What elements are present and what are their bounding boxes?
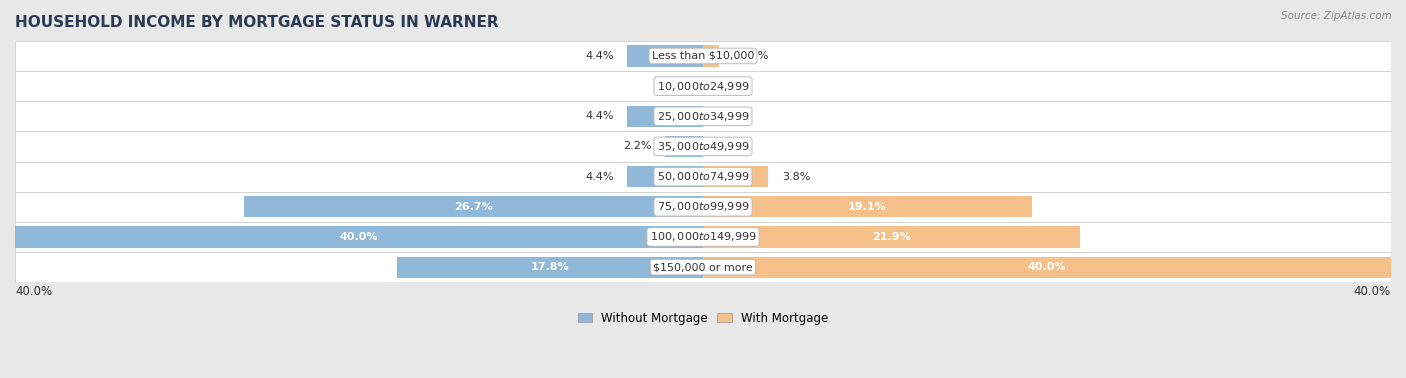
Text: 0.95%: 0.95% bbox=[733, 51, 769, 61]
Bar bbox=[15, 226, 703, 248]
Bar bbox=[703, 45, 720, 67]
Text: 26.7%: 26.7% bbox=[454, 202, 492, 212]
Text: 0.0%: 0.0% bbox=[717, 141, 745, 152]
Bar bbox=[15, 71, 1391, 101]
Bar bbox=[15, 132, 1391, 161]
Text: 0.0%: 0.0% bbox=[717, 111, 745, 121]
Legend: Without Mortgage, With Mortgage: Without Mortgage, With Mortgage bbox=[574, 307, 832, 329]
Text: $50,000 to $74,999: $50,000 to $74,999 bbox=[657, 170, 749, 183]
Text: 2.2%: 2.2% bbox=[623, 141, 651, 152]
Text: $25,000 to $34,999: $25,000 to $34,999 bbox=[657, 110, 749, 123]
Text: 0.0%: 0.0% bbox=[661, 81, 689, 91]
Bar bbox=[15, 41, 1391, 71]
Bar bbox=[665, 136, 703, 157]
Text: 4.4%: 4.4% bbox=[585, 172, 613, 181]
Text: $10,000 to $24,999: $10,000 to $24,999 bbox=[657, 80, 749, 93]
Bar bbox=[627, 106, 703, 127]
Text: $150,000 or more: $150,000 or more bbox=[654, 262, 752, 272]
Text: $100,000 to $149,999: $100,000 to $149,999 bbox=[650, 231, 756, 243]
Text: 3.8%: 3.8% bbox=[782, 172, 810, 181]
Bar bbox=[15, 222, 1391, 252]
Bar bbox=[396, 257, 703, 278]
Text: $35,000 to $49,999: $35,000 to $49,999 bbox=[657, 140, 749, 153]
Bar bbox=[627, 45, 703, 67]
Text: 40.0%: 40.0% bbox=[15, 285, 52, 297]
Bar bbox=[15, 101, 1391, 132]
Text: 21.9%: 21.9% bbox=[872, 232, 911, 242]
Text: 40.0%: 40.0% bbox=[1028, 262, 1066, 272]
Text: 4.4%: 4.4% bbox=[585, 51, 613, 61]
Text: Source: ZipAtlas.com: Source: ZipAtlas.com bbox=[1281, 11, 1392, 21]
Text: $75,000 to $99,999: $75,000 to $99,999 bbox=[657, 200, 749, 213]
Bar bbox=[703, 257, 1391, 278]
Bar bbox=[627, 166, 703, 187]
Bar bbox=[15, 192, 1391, 222]
Text: HOUSEHOLD INCOME BY MORTGAGE STATUS IN WARNER: HOUSEHOLD INCOME BY MORTGAGE STATUS IN W… bbox=[15, 15, 499, 30]
Bar bbox=[703, 196, 1032, 217]
Text: Less than $10,000: Less than $10,000 bbox=[652, 51, 754, 61]
Bar bbox=[703, 166, 768, 187]
Bar bbox=[703, 226, 1080, 248]
Bar bbox=[15, 161, 1391, 192]
Bar bbox=[243, 196, 703, 217]
Text: 40.0%: 40.0% bbox=[1354, 285, 1391, 297]
Text: 17.8%: 17.8% bbox=[530, 262, 569, 272]
Text: 4.4%: 4.4% bbox=[585, 111, 613, 121]
Bar bbox=[15, 252, 1391, 282]
Text: 40.0%: 40.0% bbox=[340, 232, 378, 242]
Text: 19.1%: 19.1% bbox=[848, 202, 887, 212]
Text: 0.0%: 0.0% bbox=[717, 81, 745, 91]
